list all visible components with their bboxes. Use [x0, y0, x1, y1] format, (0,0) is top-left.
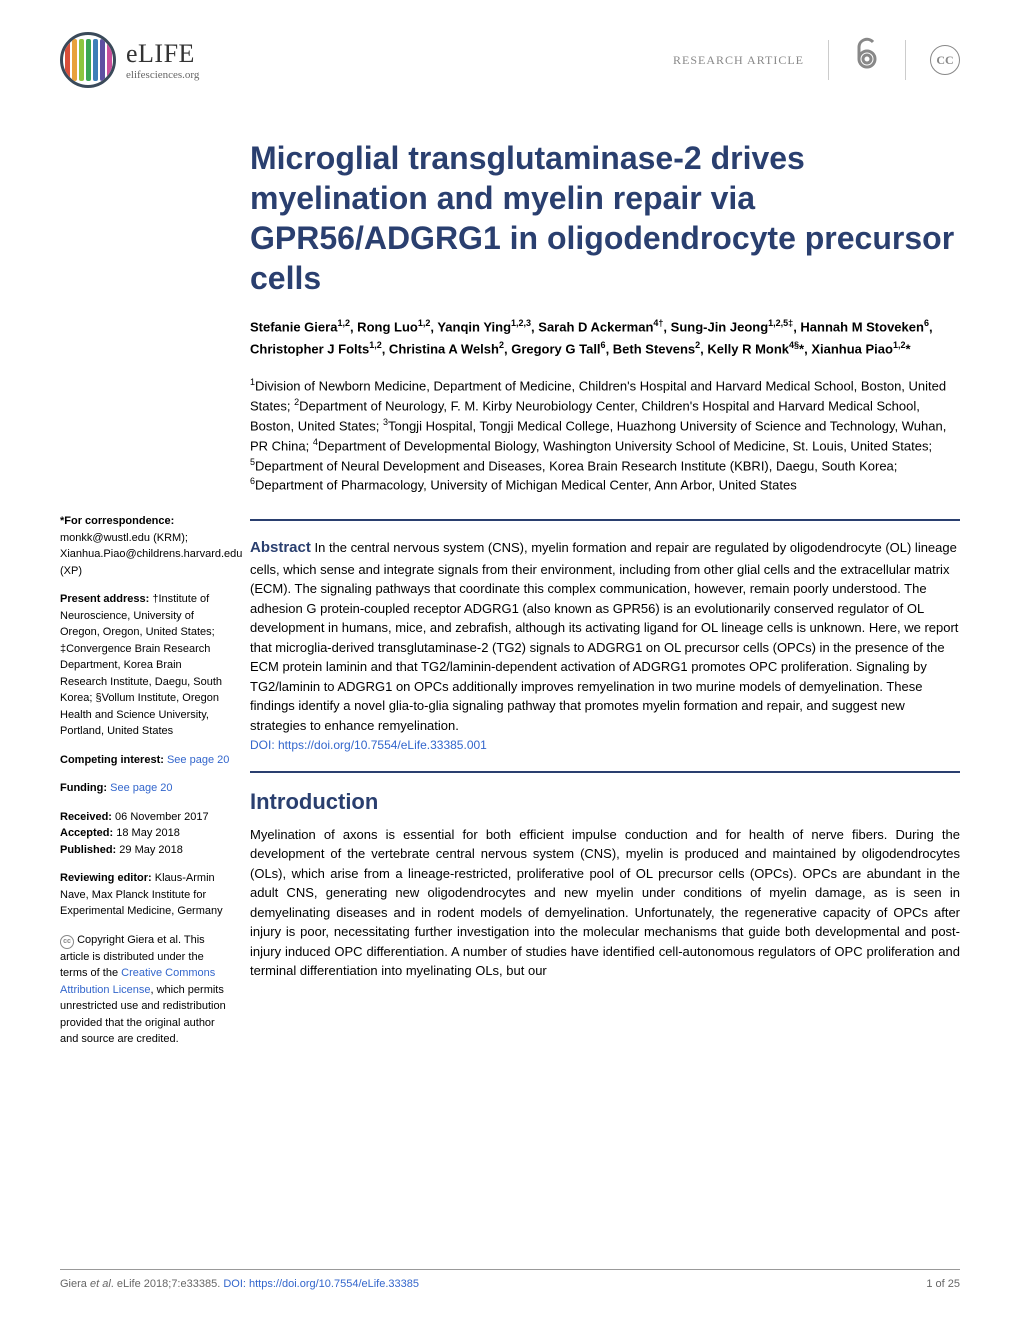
published-date: 29 May 2018 [119, 844, 183, 856]
metadata-sidebar: *For correspondence: monkk@wustl.edu (KR… [60, 138, 230, 1060]
abstract-label: Abstract [250, 539, 311, 556]
journal-url: elifesciences.org [126, 69, 199, 81]
section-divider [250, 771, 960, 773]
introduction-text: Myelination of axons is essential for bo… [250, 825, 960, 981]
header-right: RESEARCH ARTICLE CC [673, 37, 960, 84]
journal-logo: eLIFE elifesciences.org [60, 32, 199, 88]
footer-citation: Giera et al. eLife 2018;7:e33385. DOI: h… [60, 1278, 419, 1290]
received-date: 06 November 2017 [115, 811, 209, 823]
article-title: Microglial transglutaminase-2 drives mye… [250, 138, 960, 298]
journal-name: eLIFE [126, 39, 199, 69]
abstract-doi-link[interactable]: DOI: https://doi.org/10.7554/eLife.33385… [250, 738, 487, 752]
received-label: Received: [60, 811, 112, 823]
abstract-section: Abstract In the central nervous system (… [250, 537, 960, 755]
funding-link[interactable]: See page 20 [110, 782, 172, 794]
open-access-icon [853, 37, 881, 84]
competing-interest-label: Competing interest: [60, 754, 164, 766]
section-divider [250, 519, 960, 521]
published-label: Published: [60, 844, 116, 856]
abstract-text: In the central nervous system (CNS), mye… [250, 540, 958, 733]
footer-doi-link[interactable]: DOI: https://doi.org/10.7554/eLife.33385 [223, 1278, 419, 1290]
reviewing-editor-label: Reviewing editor: [60, 872, 152, 884]
page-footer: Giera et al. eLife 2018;7:e33385. DOI: h… [60, 1269, 960, 1290]
correspondence-emails: monkk@wustl.edu (KRM); Xianhua.Piao@chil… [60, 532, 242, 577]
divider [828, 40, 829, 80]
divider [905, 40, 906, 80]
present-address-text: †Institute of Neuroscience, University o… [60, 593, 222, 737]
cc-icon-small: cc [60, 935, 74, 949]
page-number: 1 of 25 [926, 1278, 960, 1290]
present-address-label: Present address: [60, 593, 149, 605]
article-type-label: RESEARCH ARTICLE [673, 53, 804, 68]
introduction-heading: Introduction [250, 789, 960, 815]
competing-interest-link[interactable]: See page 20 [167, 754, 229, 766]
funding-label: Funding: [60, 782, 107, 794]
cc-license-icon: CC [930, 45, 960, 75]
elife-logo-icon [60, 32, 116, 88]
accepted-label: Accepted: [60, 827, 113, 839]
main-content: Microglial transglutaminase-2 drives mye… [250, 138, 960, 1060]
accepted-date: 18 May 2018 [116, 827, 180, 839]
page-header: eLIFE elifesciences.org RESEARCH ARTICLE… [60, 32, 960, 88]
affiliation-list: 1Division of Newborn Medicine, Departmen… [250, 376, 960, 495]
correspondence-label: *For correspondence: [60, 515, 174, 527]
author-list: Stefanie Giera1,2, Rong Luo1,2, Yanqin Y… [250, 316, 960, 360]
